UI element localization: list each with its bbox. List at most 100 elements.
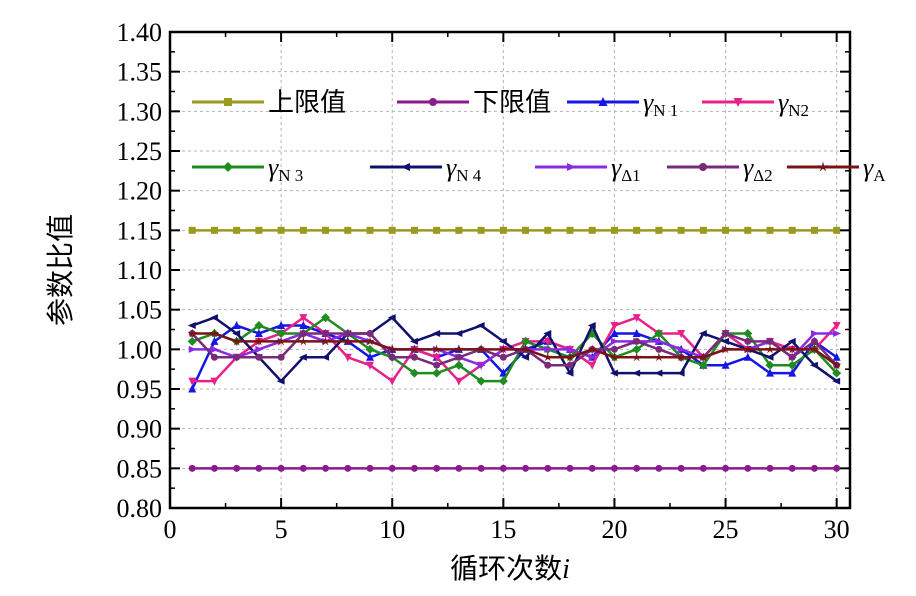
legend-label-text: 上限值 — [268, 88, 346, 118]
marker — [254, 321, 264, 331]
x-tick-label: 10 — [379, 515, 405, 544]
marker — [631, 352, 642, 362]
marker — [499, 464, 507, 472]
y-tick-label: 1.15 — [117, 216, 163, 245]
marker — [810, 329, 819, 337]
axis-ticks: 0.80 0.85 0.90 0.95 1.00 1.05 1.10 1.15 1.20 1.25… — [117, 18, 850, 544]
marker — [299, 321, 308, 330]
marker — [544, 361, 552, 369]
marker — [632, 328, 641, 337]
marker — [298, 353, 307, 361]
marker — [833, 329, 842, 337]
marker — [588, 226, 596, 234]
marker — [676, 369, 685, 377]
marker — [766, 337, 774, 345]
marker — [543, 352, 553, 362]
marker — [499, 353, 507, 361]
y-tick-label: 1.00 — [117, 335, 163, 364]
marker — [743, 328, 753, 338]
marker — [733, 98, 743, 107]
legend-label-symbol: γ — [611, 153, 622, 182]
marker — [409, 337, 418, 345]
legend-label-text: 下限值 — [473, 88, 551, 118]
marker — [765, 353, 774, 361]
marker — [654, 369, 663, 377]
marker — [366, 226, 374, 234]
legend-label-symbol: γ — [268, 153, 279, 182]
marker — [654, 352, 664, 362]
marker — [610, 345, 618, 353]
marker — [721, 337, 730, 345]
marker — [277, 321, 286, 330]
marker — [655, 345, 663, 353]
marker — [588, 361, 597, 370]
legend-item-4: γN 3 — [192, 153, 303, 185]
marker — [454, 344, 464, 354]
marker — [787, 344, 797, 354]
marker — [633, 226, 641, 234]
marker — [476, 344, 486, 354]
marker — [299, 226, 307, 234]
marker — [455, 464, 463, 472]
marker — [409, 368, 419, 378]
marker — [322, 226, 330, 234]
legend-label-subscript: N 4 — [456, 166, 482, 185]
x-tick-label: 20 — [601, 515, 627, 544]
y-tick-label: 1.25 — [117, 137, 163, 166]
legend-label: γA — [863, 153, 886, 185]
marker — [743, 344, 753, 354]
marker — [598, 97, 608, 106]
marker — [609, 369, 618, 377]
y-tick-label: 0.85 — [117, 454, 163, 483]
marker — [276, 328, 286, 338]
legend-item-3: γN2 — [702, 88, 809, 120]
marker — [365, 336, 375, 346]
marker — [787, 360, 797, 370]
marker — [255, 345, 264, 353]
marker — [387, 344, 397, 354]
marker — [455, 353, 463, 361]
marker — [587, 344, 597, 354]
marker — [609, 352, 620, 362]
marker — [254, 328, 263, 337]
marker — [499, 368, 508, 377]
marker — [744, 337, 752, 345]
marker — [632, 369, 641, 377]
marker — [833, 226, 841, 234]
marker — [677, 464, 685, 472]
legend-item-7: γΔ2 — [667, 153, 773, 185]
y-axis-label: 参数比值 — [44, 214, 77, 326]
marker — [231, 336, 242, 346]
legend-label-symbol: γ — [643, 88, 654, 117]
series-line — [191, 332, 838, 367]
marker — [722, 226, 730, 234]
marker — [299, 464, 307, 472]
legend-label-subscript: A — [873, 166, 886, 185]
marker — [832, 352, 841, 361]
x-axis-label-var: i — [562, 554, 570, 585]
marker — [544, 345, 553, 353]
marker — [433, 464, 441, 472]
marker — [698, 360, 708, 370]
marker — [410, 353, 418, 361]
marker — [387, 314, 396, 322]
marker — [429, 98, 437, 106]
marker — [632, 314, 641, 323]
marker — [677, 226, 685, 234]
marker — [410, 464, 418, 472]
marker — [232, 321, 241, 330]
legend-label-subscript: Δ1 — [621, 166, 640, 185]
series-layer — [187, 226, 842, 472]
marker — [543, 329, 552, 337]
marker — [587, 322, 596, 330]
marker — [766, 464, 774, 472]
marker — [633, 464, 641, 472]
marker — [788, 368, 797, 377]
marker — [388, 353, 396, 361]
marker — [187, 336, 197, 346]
marker — [766, 226, 774, 234]
marker — [677, 345, 686, 353]
marker — [210, 464, 218, 472]
